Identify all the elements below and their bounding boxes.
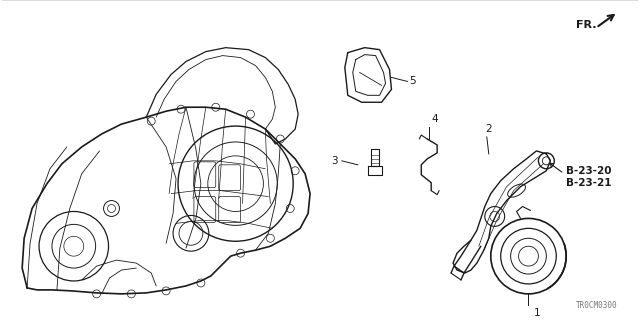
Text: 1: 1 (534, 308, 540, 318)
Text: B-23-20: B-23-20 (566, 166, 612, 176)
Text: TR0CM0300: TR0CM0300 (576, 301, 618, 310)
Text: 2: 2 (486, 124, 492, 134)
Text: B-23-21: B-23-21 (566, 178, 612, 188)
Text: 4: 4 (431, 114, 438, 124)
Text: FR.: FR. (576, 20, 596, 30)
Text: 5: 5 (410, 76, 416, 86)
Text: 3: 3 (332, 156, 338, 166)
